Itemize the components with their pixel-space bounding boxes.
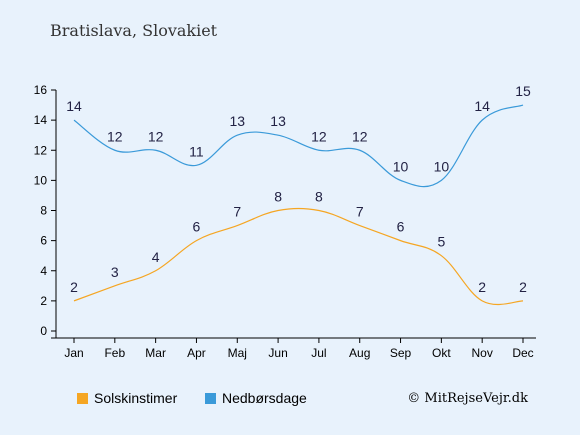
data-label-sun: 6	[397, 219, 405, 235]
x-tick-label: Okt	[432, 346, 451, 360]
copyright-text: © MitRejseVejr.dk	[407, 391, 528, 406]
x-tick-label: Apr	[187, 346, 206, 360]
data-label-rain: 12	[107, 128, 123, 144]
data-label-sun: 8	[274, 189, 282, 205]
legend: Solskinstimer Nedbørsdage	[77, 390, 307, 406]
data-label-rain: 15	[515, 83, 531, 99]
data-label-rain: 10	[434, 158, 450, 174]
y-tick-label: 8	[40, 204, 47, 218]
x-tick-label: Aug	[349, 346, 370, 360]
y-axis-ticks: 0 2 4 6 8 10 12 14 16	[34, 83, 56, 338]
data-label-sun: 2	[478, 279, 486, 295]
x-tick-label: Dec	[512, 346, 533, 360]
data-label-sun: 2	[519, 279, 527, 295]
data-label-sun: 4	[152, 249, 160, 265]
legend-swatch-sun	[77, 393, 88, 404]
x-tick-label: Sep	[390, 346, 412, 360]
y-tick-label: 0	[40, 324, 47, 338]
y-tick-label: 14	[34, 113, 48, 127]
x-tick-label: Jan	[64, 346, 83, 360]
y-tick-label: 6	[40, 234, 47, 248]
data-label-rain: 14	[474, 98, 490, 114]
data-label-rain: 12	[352, 128, 368, 144]
x-tick-label: Jun	[268, 346, 287, 360]
data-label-sun: 7	[356, 204, 364, 220]
y-tick-label: 16	[34, 83, 48, 97]
data-label-sun: 6	[193, 219, 201, 235]
x-tick-label: Mar	[145, 346, 166, 360]
legend-label-sun: Solskinstimer	[94, 390, 178, 406]
data-label-rain: 10	[393, 158, 409, 174]
x-tick-label: Jul	[311, 346, 326, 360]
data-label-sun: 8	[315, 189, 323, 205]
x-tick-label: Nov	[472, 346, 493, 360]
y-tick-label: 2	[40, 294, 47, 308]
data-label-rain: 12	[148, 128, 164, 144]
x-tick-label: Maj	[228, 346, 247, 360]
data-label-sun: 5	[437, 234, 445, 250]
data-label-sun: 7	[233, 204, 241, 220]
y-tick-label: 10	[34, 173, 48, 187]
y-tick-label: 4	[40, 264, 47, 278]
data-label-sun: 3	[111, 264, 119, 280]
data-labels: 2 3 4 6 7 8 8 7 6 5 2 2 14 12 12 11 13 13 12 12 10 10 14 15	[66, 83, 531, 295]
data-label-sun: 2	[70, 279, 78, 295]
legend-swatch-rain	[205, 393, 216, 404]
data-label-rain: 12	[311, 128, 327, 144]
data-label-rain: 13	[229, 113, 245, 129]
x-tick-label: Feb	[104, 346, 125, 360]
x-axis-ticks: Jan Feb Mar Apr Maj Jun Jul Aug Sep Okt Nov Dec	[64, 338, 534, 360]
series-lines	[73, 104, 524, 306]
chart-title: Bratislava, Slovakiet	[50, 21, 218, 40]
y-tick-label: 12	[34, 143, 48, 157]
data-label-rain: 11	[189, 143, 204, 159]
legend-label-rain: Nedbørsdage	[222, 390, 307, 406]
series-line-sun	[73, 207, 524, 306]
series-line-rain	[73, 104, 524, 188]
data-label-rain: 13	[270, 113, 286, 129]
data-label-rain: 14	[66, 98, 82, 114]
